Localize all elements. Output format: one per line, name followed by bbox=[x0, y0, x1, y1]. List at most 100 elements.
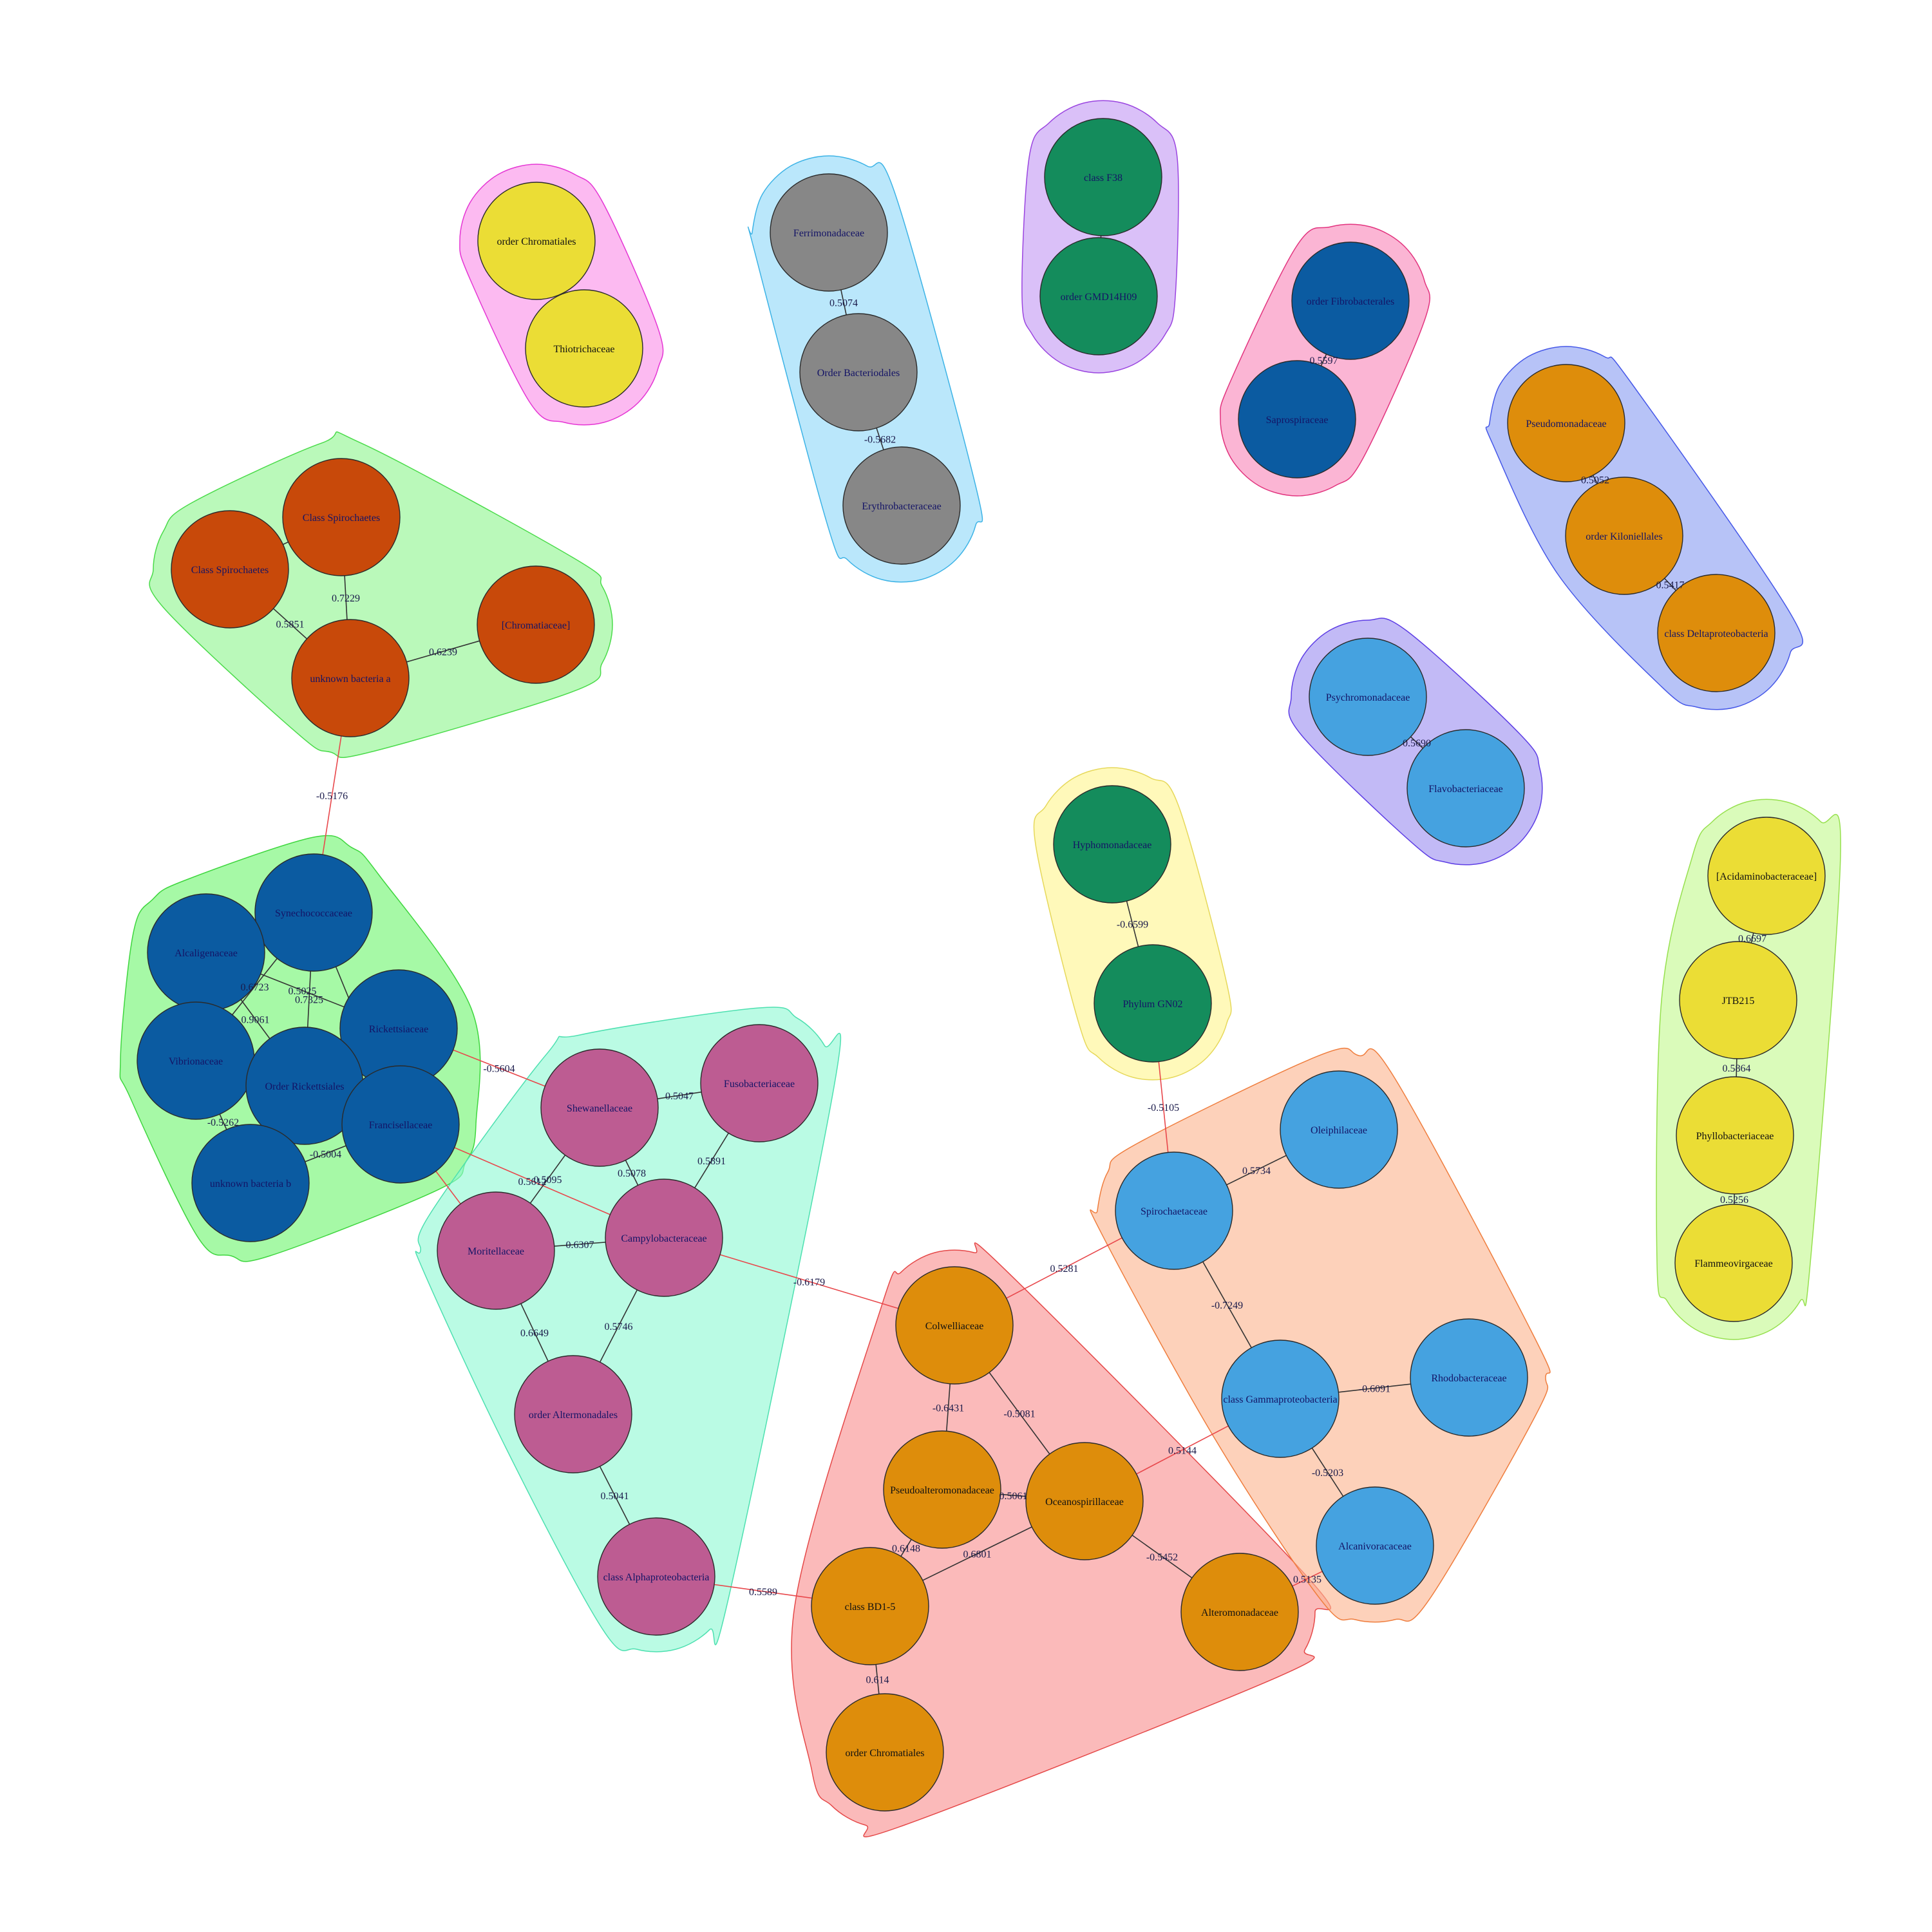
node-circle[interactable] bbox=[799, 313, 918, 431]
node-thio[interactable]: Thiotrichaceae bbox=[525, 289, 643, 408]
node-circle[interactable] bbox=[477, 182, 596, 300]
node-fibro[interactable]: order Fibrobacterales bbox=[1291, 242, 1410, 360]
node-circle[interactable] bbox=[282, 458, 401, 576]
node-circle[interactable] bbox=[1679, 941, 1797, 1059]
node-circle[interactable] bbox=[171, 510, 289, 629]
node-circle[interactable] bbox=[605, 1179, 723, 1297]
node-oleiph[interactable]: Oleiphilaceae bbox=[1280, 1070, 1398, 1189]
node-circle[interactable] bbox=[1280, 1070, 1398, 1189]
node-sapro[interactable]: Saprospiraceae bbox=[1238, 360, 1356, 478]
node-circle[interactable] bbox=[1291, 242, 1410, 360]
node-campylo[interactable]: Campylobacteraceae bbox=[605, 1179, 723, 1297]
node-circle[interactable] bbox=[1657, 574, 1776, 692]
cluster-hull-c7 bbox=[149, 431, 613, 758]
node-circle[interactable] bbox=[1238, 360, 1356, 478]
node-rhodo[interactable]: Rhodobacteraceae bbox=[1410, 1318, 1528, 1437]
node-gmd[interactable]: order GMD14H09 bbox=[1039, 237, 1158, 355]
node-circle[interactable] bbox=[1115, 1151, 1233, 1270]
node-alcali[interactable]: Alcaligenaceae bbox=[147, 893, 265, 1012]
node-circle[interactable] bbox=[1053, 785, 1171, 904]
node-circle[interactable] bbox=[1406, 729, 1525, 848]
node-alphaprot[interactable]: class Alphaproteobacteria bbox=[597, 1517, 715, 1636]
node-circle[interactable] bbox=[191, 1124, 310, 1242]
node-bacteriod[interactable]: Order Bacteriodales bbox=[799, 313, 918, 431]
node-hypho[interactable]: Hyphomonadaceae bbox=[1053, 785, 1171, 904]
node-vibrio[interactable]: Vibrionaceae bbox=[137, 1001, 255, 1120]
node-synecho[interactable]: Synechococcaceae bbox=[254, 853, 373, 972]
node-circle[interactable] bbox=[597, 1517, 715, 1636]
node-circle[interactable] bbox=[1507, 364, 1625, 482]
node-phyllo[interactable]: Phyllobacteriaceae bbox=[1676, 1076, 1794, 1195]
node-gamma[interactable]: class Gammaproteobacteria bbox=[1221, 1340, 1340, 1458]
node-circle[interactable] bbox=[1674, 1204, 1793, 1322]
node-altermon[interactable]: order Altermonadales bbox=[514, 1355, 632, 1473]
node-erythro[interactable]: Erythrobacteraceae bbox=[842, 446, 961, 565]
node-franci[interactable]: Francisellaceae bbox=[341, 1065, 460, 1184]
node-pseudoalt[interactable]: Pseudoalteromonadaceae bbox=[883, 1430, 1001, 1549]
node-circle[interactable] bbox=[1039, 237, 1158, 355]
node-label: Order Rickettsiales bbox=[265, 1081, 344, 1092]
node-circle[interactable] bbox=[1044, 118, 1162, 236]
node-circle[interactable] bbox=[770, 173, 888, 292]
node-flavo[interactable]: Flavobacteriaceae bbox=[1406, 729, 1525, 848]
node-jtb[interactable]: JTB215 bbox=[1679, 941, 1797, 1059]
node-circle[interactable] bbox=[700, 1024, 819, 1142]
node-circle[interactable] bbox=[1707, 817, 1826, 935]
node-unkB[interactable]: unknown bacteria b bbox=[191, 1124, 310, 1242]
node-circle[interactable] bbox=[1316, 1486, 1434, 1605]
node-circle[interactable] bbox=[437, 1191, 555, 1310]
node-circle[interactable] bbox=[1221, 1340, 1340, 1458]
node-circle[interactable] bbox=[514, 1355, 632, 1473]
node-fuso[interactable]: Fusobacteriaceae bbox=[700, 1024, 819, 1142]
edge-label: 0.5025 bbox=[289, 986, 317, 997]
node-label: Alteromonadaceae bbox=[1201, 1607, 1278, 1618]
node-circle[interactable] bbox=[1565, 477, 1683, 595]
node-delta[interactable]: class Deltaproteobacteria bbox=[1657, 574, 1776, 692]
node-label: [Acidaminobacteraceae] bbox=[1716, 871, 1817, 882]
node-circle[interactable] bbox=[1410, 1318, 1528, 1437]
node-chrom2[interactable]: order Chromatiales bbox=[826, 1693, 944, 1812]
node-spiro1[interactable]: Class Spirochaetes bbox=[282, 458, 401, 576]
node-ordrick[interactable]: Order Rickettsiales bbox=[245, 1027, 364, 1145]
node-chrom1[interactable]: order Chromatiales bbox=[477, 182, 596, 300]
node-bd15[interactable]: class BD1-5 bbox=[811, 1547, 929, 1665]
node-circle[interactable] bbox=[477, 565, 595, 684]
node-circle[interactable] bbox=[540, 1048, 659, 1167]
node-alteromon[interactable]: Alteromonadaceae bbox=[1180, 1553, 1299, 1671]
node-circle[interactable] bbox=[254, 853, 373, 972]
node-gn02[interactable]: Phylum GN02 bbox=[1094, 944, 1212, 1063]
node-acid[interactable]: [Acidaminobacteraceae] bbox=[1707, 817, 1826, 935]
node-circle[interactable] bbox=[895, 1266, 1014, 1385]
node-label: Moritellaceae bbox=[468, 1246, 524, 1257]
node-circle[interactable] bbox=[1180, 1553, 1299, 1671]
node-colwell[interactable]: Colwelliaceae bbox=[895, 1266, 1014, 1385]
node-circle[interactable] bbox=[883, 1430, 1001, 1549]
node-kilon[interactable]: order Kiloniellales bbox=[1565, 477, 1683, 595]
node-circle[interactable] bbox=[1094, 944, 1212, 1063]
edge-label: 0.5078 bbox=[618, 1168, 646, 1179]
node-circle[interactable] bbox=[525, 289, 643, 408]
node-oceano[interactable]: Oceanospirillaceae bbox=[1025, 1442, 1144, 1560]
node-shewa[interactable]: Shewanellaceae bbox=[540, 1048, 659, 1167]
node-chromsq[interactable]: [Chromatiaceae] bbox=[477, 565, 595, 684]
node-spirochaet[interactable]: Spirochaetaceae bbox=[1115, 1151, 1233, 1270]
node-circle[interactable] bbox=[1676, 1076, 1794, 1195]
node-f38[interactable]: class F38 bbox=[1044, 118, 1162, 236]
node-label: Oceanospirillaceae bbox=[1045, 1497, 1124, 1508]
node-circle[interactable] bbox=[826, 1693, 944, 1812]
node-psychro[interactable]: Psychromonadaceae bbox=[1309, 638, 1427, 756]
node-spiro2[interactable]: Class Spirochaetes bbox=[171, 510, 289, 629]
node-circle[interactable] bbox=[842, 446, 961, 565]
node-pseudomon[interactable]: Pseudomonadaceae bbox=[1507, 364, 1625, 482]
node-label: Rickettsiaceae bbox=[369, 1024, 428, 1035]
node-flammeo[interactable]: Flammeovirgaceae bbox=[1674, 1204, 1793, 1322]
node-circle[interactable] bbox=[1025, 1442, 1144, 1560]
node-circle[interactable] bbox=[341, 1065, 460, 1184]
node-circle[interactable] bbox=[811, 1547, 929, 1665]
node-ferri[interactable]: Ferrimonadaceae bbox=[770, 173, 888, 292]
node-circle[interactable] bbox=[1309, 638, 1427, 756]
node-alcaniv[interactable]: Alcanivoracaceae bbox=[1316, 1486, 1434, 1605]
node-moritella[interactable]: Moritellaceae bbox=[437, 1191, 555, 1310]
node-circle[interactable] bbox=[291, 619, 410, 737]
node-unkA[interactable]: unknown bacteria a bbox=[291, 619, 410, 737]
